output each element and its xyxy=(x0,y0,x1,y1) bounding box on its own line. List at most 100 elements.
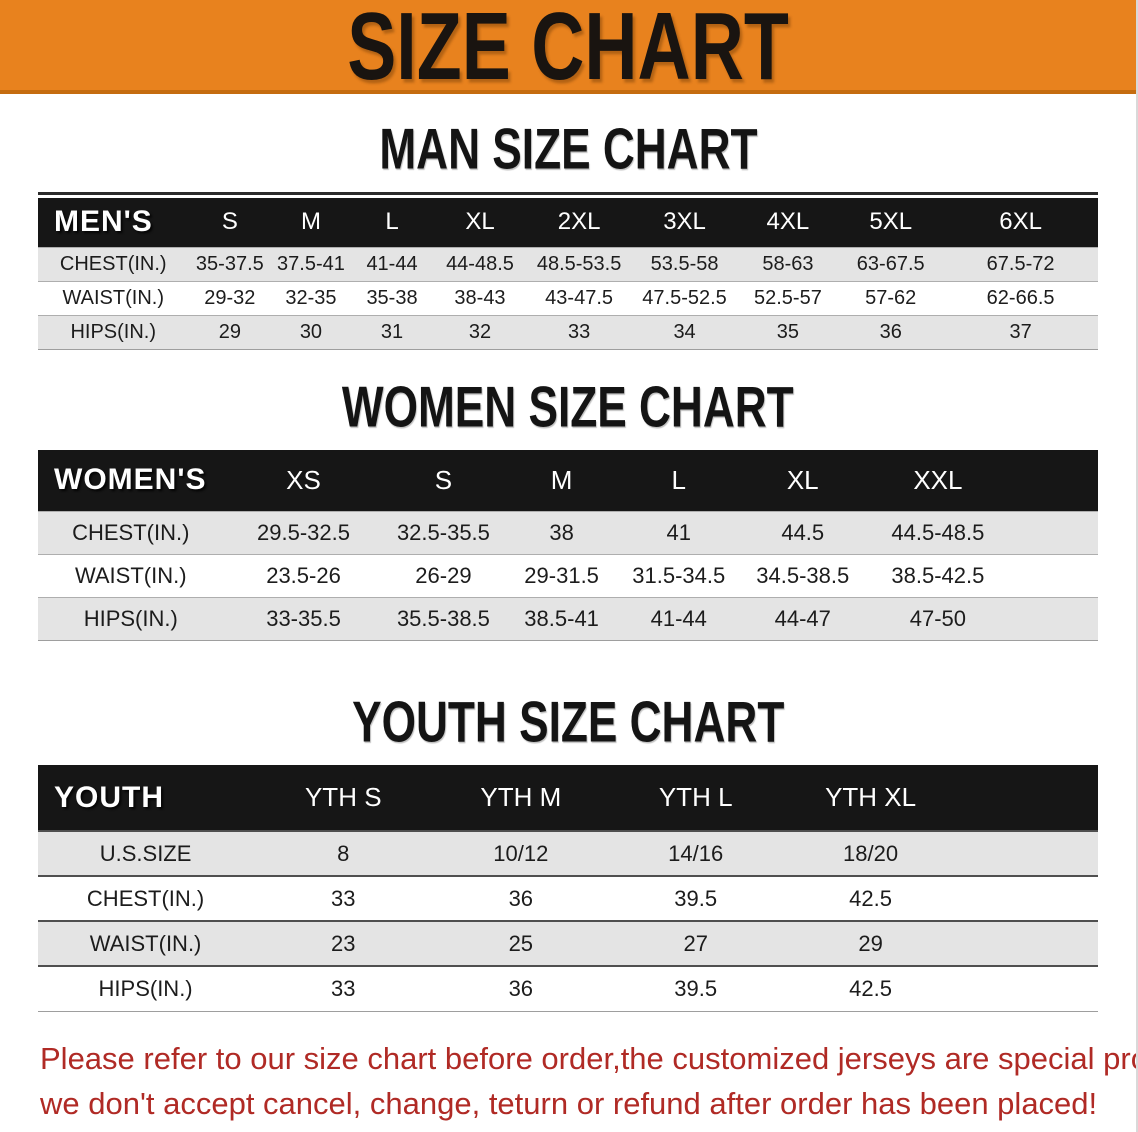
women-table-wrap: WOMEN'S XS S M L XL XXL CHEST(IN.) 29.5-32.5 32.5… xyxy=(38,449,1098,641)
size-column-header: 3XL xyxy=(631,198,738,247)
youth-section-title-text: YOUTH SIZE CHART xyxy=(351,691,785,755)
size-value-cell: 52.5-57 xyxy=(753,286,822,309)
size-value-cell: 41 xyxy=(666,520,691,545)
women-section-title: WOMEN SIZE CHART xyxy=(0,375,1136,440)
size-value-cell: 36 xyxy=(508,885,534,911)
size-value-cell: 63-67.5 xyxy=(856,252,925,275)
men-section-title-text: MAN SIZE CHART xyxy=(378,118,758,182)
filler-column-header xyxy=(958,765,1098,831)
size-column-header: S xyxy=(383,449,504,512)
youth-size-table: YOUTH YTH S YTH M YTH L YTH XL U.S.SIZE 8 10/12… xyxy=(38,765,1098,1012)
size-column-header: XL xyxy=(433,198,527,247)
size-value-cell: 31.5-34.5 xyxy=(632,563,726,588)
size-value-cell: 42.5 xyxy=(849,885,892,911)
size-value-cell: 38-43 xyxy=(454,286,506,309)
size-column-header: M xyxy=(503,449,620,512)
row-label: HIPS(IN.) xyxy=(98,975,193,1001)
table-row: CHEST(IN.) 33 36 39.5 42.5 xyxy=(38,876,1098,921)
size-column-header: S xyxy=(188,198,272,247)
size-value-cell: 33 xyxy=(567,320,591,343)
size-column-header: YTH S xyxy=(253,765,434,831)
row-label: HIPS(IN.) xyxy=(83,606,178,631)
size-value-cell: 23.5-26 xyxy=(266,563,341,588)
size-value-cell: 48.5-53.5 xyxy=(536,252,622,275)
youth-section-title: YOUTH SIZE CHART xyxy=(0,691,1136,755)
size-value-cell: 27 xyxy=(683,930,708,956)
row-label: CHEST(IN.) xyxy=(86,885,205,911)
table-row: HIPS(IN.) 33-35.5 35.5-38.5 38.5-41 41-44 44-… xyxy=(38,597,1098,641)
size-value-cell: 32 xyxy=(468,320,492,343)
women-section-title-text: WOMEN SIZE CHART xyxy=(342,375,794,440)
size-column-header: YTH XL xyxy=(783,765,959,831)
size-value-cell: 29 xyxy=(858,930,883,956)
size-column-header: XXL xyxy=(867,449,1008,512)
size-value-cell: 30 xyxy=(299,320,323,343)
size-value-cell: 44-48.5 xyxy=(446,252,514,275)
size-value-cell: 35.5-38.5 xyxy=(396,606,490,631)
size-value-cell: 23 xyxy=(331,930,356,956)
size-value-cell: 29-32 xyxy=(204,286,256,309)
size-column-header: 6XL xyxy=(943,198,1098,247)
size-column-header: XL xyxy=(737,449,868,512)
table-row: HIPS(IN.) 33 36 39.5 42.5 xyxy=(38,966,1098,1011)
size-column-header: YTH M xyxy=(433,765,609,831)
size-column-header: YTH L xyxy=(608,765,784,831)
disclaimer-line-2: we don't accept cancel, change, teturn o… xyxy=(40,1085,1098,1121)
women-size-table: WOMEN'S XS S M L XL XXL CHEST(IN.) 29.5-32.5 32.5… xyxy=(38,449,1098,641)
row-label: HIPS(IN.) xyxy=(70,320,157,343)
size-value-cell: 34 xyxy=(673,320,696,343)
size-value-cell: 8 xyxy=(337,840,350,866)
size-value-cell: 26-29 xyxy=(415,563,472,588)
size-value-cell: 43-47.5 xyxy=(545,286,614,309)
size-column-header: 2XL xyxy=(526,198,632,247)
size-value-cell: 41-44 xyxy=(366,252,418,275)
size-value-cell: 32-35 xyxy=(285,286,337,309)
table-header-row: WOMEN'S XS S M L XL XXL xyxy=(38,449,1098,512)
table-header-label: YOUTH xyxy=(38,765,254,831)
size-column-header: M xyxy=(271,198,351,247)
size-value-cell: 31 xyxy=(380,320,404,343)
size-value-cell: 44.5-48.5 xyxy=(891,520,985,545)
table-header-label: WOMEN'S xyxy=(38,449,224,512)
size-column-header: L xyxy=(350,198,434,247)
filler-cell xyxy=(958,876,1098,921)
men-size-table: MEN'S S M L XL 2XL 3XL 4XL 5XL 6XL CHEST(IN.) 35-37… xyxy=(38,198,1098,350)
size-value-cell: 42.5 xyxy=(849,975,892,1001)
filler-cell xyxy=(958,921,1098,966)
filler-cell xyxy=(958,966,1098,1011)
size-value-cell: 67.5-72 xyxy=(986,252,1055,275)
size-value-cell: 44-47 xyxy=(774,606,831,631)
table-row: CHEST(IN.) 35-37.5 37.5-41 41-44 44-48.5 48.5… xyxy=(38,247,1098,281)
size-value-cell: 33 xyxy=(331,975,356,1001)
size-value-cell: 44.5 xyxy=(781,520,825,545)
size-value-cell: 62-66.5 xyxy=(986,286,1055,309)
size-value-cell: 34.5-38.5 xyxy=(756,563,850,588)
size-value-cell: 10/12 xyxy=(493,840,549,866)
row-label: CHEST(IN.) xyxy=(59,252,167,275)
size-value-cell: 41-44 xyxy=(650,606,707,631)
size-value-cell: 47-50 xyxy=(909,606,967,631)
size-value-cell: 37.5-41 xyxy=(277,252,345,275)
table-header-label: MEN'S xyxy=(38,198,189,247)
size-column-header: L xyxy=(619,449,738,512)
youth-table-wrap: YOUTH YTH S YTH M YTH L YTH XL U.S.SIZE 8 10/12… xyxy=(38,765,1098,1012)
size-value-cell: 36 xyxy=(508,975,534,1001)
filler-cell xyxy=(958,831,1098,876)
size-chart-banner-title: SIZE CHART xyxy=(347,0,789,94)
table-row: CHEST(IN.) 29.5-32.5 32.5-35.5 38 41 44.5 44.5… xyxy=(38,511,1098,555)
row-label: WAIST(IN.) xyxy=(89,930,202,956)
size-column-header: 5XL xyxy=(838,198,944,247)
size-value-cell: 33-35.5 xyxy=(266,606,341,631)
size-value-cell: 29 xyxy=(218,320,241,343)
size-value-cell: 39.5 xyxy=(674,975,718,1001)
table-row: HIPS(IN.) 29 30 31 32 33 34 35 36 37 xyxy=(38,315,1098,349)
size-chart-banner: SIZE CHART xyxy=(0,0,1136,94)
row-label: CHEST(IN.) xyxy=(72,520,190,545)
filler-cell xyxy=(1008,555,1098,598)
men-table-wrap: MEN'S S M L XL 2XL 3XL 4XL 5XL 6XL CHEST(IN.) 35-37… xyxy=(38,192,1098,350)
size-value-cell: 29.5-32.5 xyxy=(257,520,350,545)
table-row: WAIST(IN.) 29-32 32-35 35-38 38-43 43-47.5 47.… xyxy=(38,281,1098,315)
size-value-cell: 32.5-35.5 xyxy=(396,520,490,545)
row-label: U.S.SIZE xyxy=(99,840,192,866)
